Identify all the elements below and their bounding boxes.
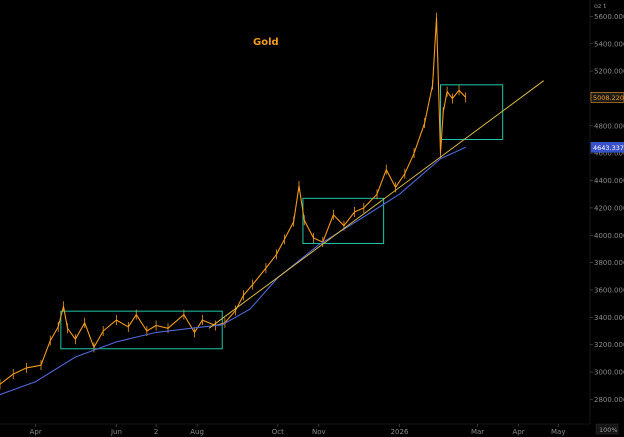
y-tick-label: 4400.0000 bbox=[594, 177, 624, 185]
y-tick-label: 4800.0000 bbox=[594, 122, 624, 130]
price-tags: 5008.2200 4643.3379 bbox=[590, 92, 624, 153]
y-tick-label: 3200.0000 bbox=[594, 341, 624, 349]
x-tick-label: Jun bbox=[110, 428, 122, 436]
x-tick-label: Apr bbox=[30, 428, 42, 436]
x-tick-label: 2 bbox=[154, 428, 158, 436]
x-tick-label: Mar bbox=[471, 428, 484, 436]
price-tag-label: 5008.2200 bbox=[593, 94, 624, 102]
x-tick-label: Nov bbox=[312, 428, 326, 436]
y-tick-label: 3000.0000 bbox=[594, 369, 624, 377]
moving-average-line bbox=[0, 146, 466, 396]
y-tick-label: 5400.0000 bbox=[594, 40, 624, 48]
consolidation-boxes bbox=[60, 84, 504, 350]
zoom-label: 100% bbox=[599, 426, 618, 434]
y-tick-label: 4600.0000 bbox=[594, 150, 624, 158]
zoom-control[interactable]: 100% bbox=[595, 423, 619, 435]
y-tick-label: 5600.0000 bbox=[594, 13, 624, 21]
trendline bbox=[208, 80, 544, 329]
unit-label: oz t bbox=[594, 2, 606, 10]
y-tick-label: 4000.0000 bbox=[594, 232, 624, 240]
x-tick-label: Apr bbox=[513, 428, 525, 436]
consolidation-box-2 bbox=[302, 197, 385, 244]
price-tag-label: 4643.3379 bbox=[593, 144, 624, 152]
y-tick-label: 4200.0000 bbox=[594, 204, 624, 212]
y-tick-label: 2800.0000 bbox=[594, 396, 624, 404]
y-tick-label: 3400.0000 bbox=[594, 314, 624, 322]
y-tick-label: 3800.0000 bbox=[594, 259, 624, 267]
price-tag-box bbox=[590, 92, 624, 103]
x-tick-label: May bbox=[551, 428, 565, 436]
chart-title: Gold bbox=[253, 37, 279, 48]
y-tick-label: 3600.0000 bbox=[594, 286, 624, 294]
x-tick-label: 2026 bbox=[391, 428, 409, 436]
consolidation-box-1 bbox=[60, 310, 223, 350]
series-lines bbox=[0, 12, 544, 396]
y-tick-label: 5200.0000 bbox=[594, 68, 624, 76]
price-series-line bbox=[0, 17, 467, 385]
consolidation-box-3 bbox=[440, 84, 504, 141]
x-axis: Apr Jun 2 Aug Oct Nov 2026 Mar Apr May bbox=[0, 423, 590, 436]
price-tag-box bbox=[590, 141, 624, 153]
x-tick-label: Aug bbox=[190, 428, 204, 436]
x-tick-label: Oct bbox=[272, 428, 284, 436]
